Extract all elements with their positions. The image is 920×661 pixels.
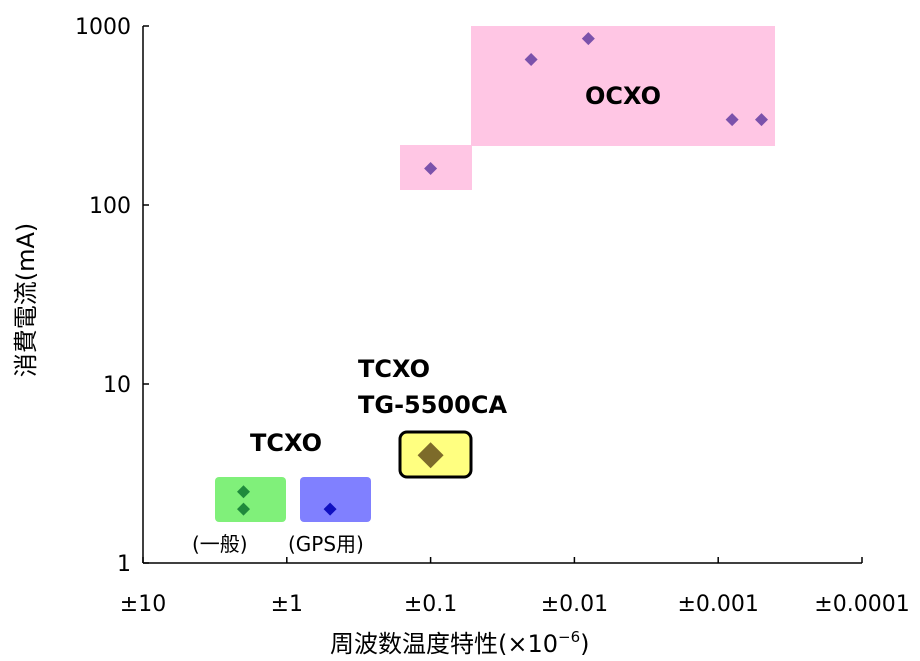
tcxo-general-region — [215, 477, 286, 522]
x-tick-label: ±10 — [120, 592, 166, 617]
axes — [142, 26, 862, 564]
tcxo-general-label: TCXO — [250, 429, 322, 457]
data-point — [424, 161, 438, 175]
y-axis-title: 消費電流(mA) — [12, 223, 40, 378]
tcxo-general-sublabel: (一般) — [192, 532, 248, 556]
y-tick-label: 1000 — [75, 15, 131, 40]
tcxo-gps-sublabel: (GPS用) — [288, 532, 364, 556]
tick-layer: ±10 ±1 ±0.1 ±0.01 ±0.001 ±0.0001 1 10 100 1000 — [75, 15, 910, 617]
y-tick-label: 100 — [89, 194, 131, 219]
x-axis-title: 周波数温度特性(×10−6) — [330, 628, 590, 658]
data-point — [725, 113, 739, 127]
data-point — [237, 485, 251, 499]
y-tick-label: 10 — [103, 373, 131, 398]
data-point — [323, 502, 337, 516]
data-point — [417, 442, 444, 469]
ocxo-region-large — [471, 26, 775, 146]
x-tick-label: ±0.0001 — [814, 592, 909, 617]
tcxo-gps-region — [300, 477, 371, 522]
x-axis-title-close: ) — [580, 630, 589, 658]
tg5500ca-label-line1: TCXO — [358, 355, 430, 383]
data-point — [581, 32, 595, 46]
x-tick-label: ±0.1 — [404, 592, 457, 617]
x-tick-label: ±0.001 — [677, 592, 758, 617]
data-point — [754, 113, 768, 127]
point-layer — [237, 32, 768, 516]
data-point — [237, 502, 251, 516]
ocxo-label: OCXO — [585, 82, 661, 110]
y-tick-label: 1 — [117, 552, 131, 577]
x-axis-title-main: 周波数温度特性(×10 — [330, 630, 558, 658]
x-tick-label: ±0.01 — [541, 592, 608, 617]
x-axis-title-exponent: −6 — [558, 628, 580, 646]
x-tick-label: ±1 — [271, 592, 303, 617]
data-point — [524, 52, 538, 66]
tg5500ca-label-line2: TG-5500CA — [358, 391, 507, 419]
region-layer — [215, 26, 775, 522]
